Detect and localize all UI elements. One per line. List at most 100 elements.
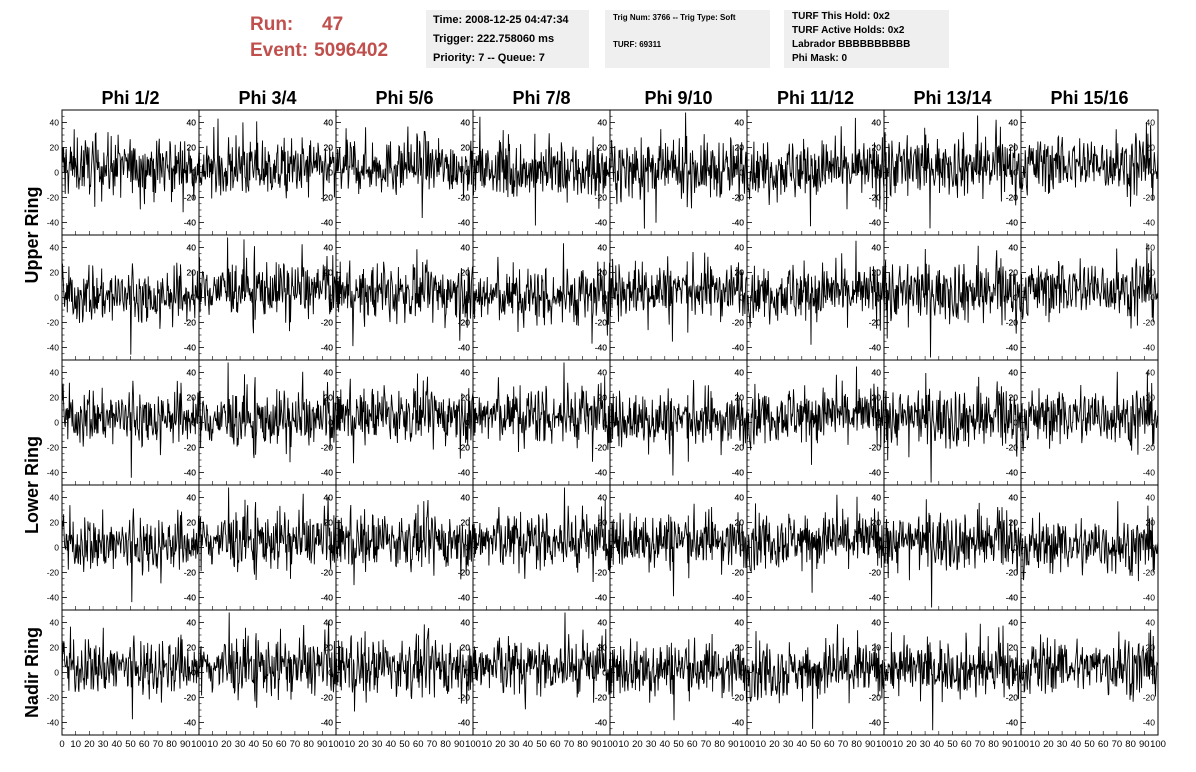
- waveform-trace-r4-c8: [1020, 501, 1159, 582]
- waveform-trace-r3-c3: [335, 373, 474, 464]
- ytick-label: -20: [1006, 443, 1019, 453]
- ytick-label-right: -20: [1006, 193, 1019, 203]
- xtick-label: 100: [1150, 739, 1166, 750]
- ytick-label: 20: [461, 643, 471, 653]
- ytick-label: 0: [191, 418, 196, 428]
- ytick-label-right: 20: [872, 268, 882, 278]
- waveform-trace-r4-c4: [472, 487, 611, 583]
- column-header-2: Phi 3/4: [238, 88, 296, 108]
- ytick-label-right: 0: [602, 543, 607, 553]
- ytick-label-right: -20: [321, 443, 334, 453]
- ytick-label-right: -20: [595, 693, 608, 703]
- ytick-label-right: -40: [458, 718, 471, 728]
- ytick-label: 0: [191, 168, 196, 178]
- waveform-trace-r2-c1: [61, 262, 200, 355]
- ytick-label-right: 20: [598, 268, 608, 278]
- ytick-label-right: 40: [872, 118, 882, 128]
- ytick-label: 40: [1009, 118, 1019, 128]
- xtick-label: 90: [865, 739, 876, 750]
- ytick-label: 40: [872, 618, 882, 628]
- ytick-label-right: 0: [1150, 168, 1155, 178]
- ytick-label-right: -20: [869, 443, 882, 453]
- event-value: 5096402: [314, 40, 389, 61]
- ytick-label-right: 20: [187, 643, 197, 653]
- ytick-label: -40: [47, 718, 60, 728]
- ytick-label: -40: [732, 468, 745, 478]
- ytick-label-right: 40: [187, 493, 197, 503]
- ytick-label-right: 40: [461, 493, 471, 503]
- ytick-label: 20: [872, 643, 882, 653]
- ytick-label-right: 20: [187, 393, 197, 403]
- xtick-label: 60: [687, 739, 698, 750]
- ytick-label-right: 40: [461, 618, 471, 628]
- ytick-label: 20: [735, 643, 745, 653]
- waveform-trace-r4-c7: [883, 499, 1022, 608]
- ytick-label-right: -20: [321, 193, 334, 203]
- xtick-label: 50: [125, 739, 136, 750]
- ytick-label-right: -40: [595, 343, 608, 353]
- waveform-trace-r3-c7: [883, 372, 1022, 483]
- ytick-label: 20: [598, 143, 608, 153]
- ytick-label-right: -40: [732, 468, 745, 478]
- ytick-label: -20: [458, 443, 471, 453]
- xtick-label: 20: [632, 739, 643, 750]
- xtick-label: 10: [892, 739, 903, 750]
- ytick-label: 0: [54, 168, 59, 178]
- xtick-label: 40: [249, 739, 260, 750]
- xtick-label: 20: [1043, 739, 1054, 750]
- ytick-label-right: 40: [598, 243, 608, 253]
- xtick-label: 50: [399, 739, 410, 750]
- xtick-label: 10: [755, 739, 766, 750]
- column-header-7: Phi 13/14: [913, 88, 991, 108]
- ytick-label: 20: [187, 143, 197, 153]
- column-header-8: Phi 15/16: [1050, 88, 1128, 108]
- ytick-label: 20: [735, 518, 745, 528]
- ytick-label-right: -20: [1143, 318, 1156, 328]
- ytick-label: 20: [1009, 143, 1019, 153]
- ytick-label: 0: [739, 668, 744, 678]
- ytick-label-right: -20: [458, 568, 471, 578]
- ytick-label: 40: [735, 618, 745, 628]
- ytick-label-right: -20: [1143, 568, 1156, 578]
- ytick-label: 40: [50, 618, 60, 628]
- ytick-label: 0: [191, 543, 196, 553]
- ytick-label: -40: [47, 218, 60, 228]
- xtick-label: 60: [276, 739, 287, 750]
- xtick-label: 70: [427, 739, 438, 750]
- ytick-label: 40: [598, 243, 608, 253]
- ytick-label: 40: [735, 118, 745, 128]
- ytick-label: 20: [1009, 268, 1019, 278]
- xtick-label: 40: [1071, 739, 1082, 750]
- xtick-label: 100: [739, 739, 755, 750]
- ytick-label: 20: [50, 143, 60, 153]
- ytick-label-right: 20: [872, 393, 882, 403]
- ytick-label-right: 20: [461, 643, 471, 653]
- ytick-label: 0: [602, 168, 607, 178]
- ytick-label-right: 0: [739, 293, 744, 303]
- ytick-label: -20: [184, 443, 197, 453]
- ytick-label-right: -40: [1006, 218, 1019, 228]
- time-text: Time: 2008-12-25 04:47:34: [433, 14, 569, 26]
- waveform-trace-r2-c4: [472, 243, 611, 344]
- xtick-label: 20: [495, 739, 506, 750]
- ytick-label: 20: [187, 518, 197, 528]
- xtick-label: 80: [303, 739, 314, 750]
- ytick-label-right: 40: [598, 493, 608, 503]
- ytick-label-right: 0: [1013, 543, 1018, 553]
- ytick-label: -20: [595, 568, 608, 578]
- ytick-label-right: -20: [732, 693, 745, 703]
- ytick-label-right: 40: [598, 368, 608, 378]
- ytick-label-right: 40: [1009, 243, 1019, 253]
- xtick-label: 80: [1125, 739, 1136, 750]
- ytick-label: 20: [50, 268, 60, 278]
- ytick-label-right: 40: [1146, 493, 1156, 503]
- ytick-label-right: 40: [461, 243, 471, 253]
- ytick-label-right: 20: [735, 268, 745, 278]
- ytick-label: -20: [595, 318, 608, 328]
- ytick-label-right: -40: [869, 343, 882, 353]
- ytick-label: -40: [184, 718, 197, 728]
- ytick-label: 0: [602, 293, 607, 303]
- ytick-label-right: -20: [732, 318, 745, 328]
- ytick-label-right: -40: [595, 468, 608, 478]
- ytick-label-right: -20: [184, 568, 197, 578]
